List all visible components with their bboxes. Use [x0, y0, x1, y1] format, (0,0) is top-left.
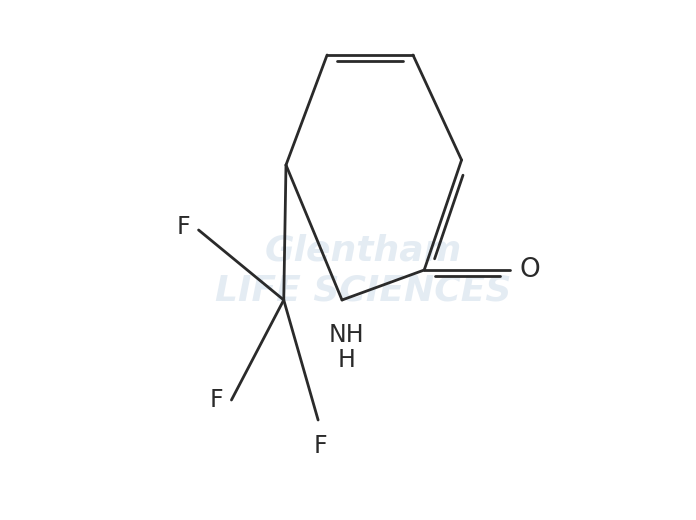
Text: F: F [210, 388, 223, 412]
Text: O: O [519, 257, 540, 283]
Text: Glentham
LIFE SCIENCES: Glentham LIFE SCIENCES [216, 233, 512, 307]
Text: NH: NH [329, 323, 364, 347]
Text: H: H [338, 348, 355, 372]
Text: F: F [314, 434, 328, 458]
Text: F: F [176, 215, 190, 239]
